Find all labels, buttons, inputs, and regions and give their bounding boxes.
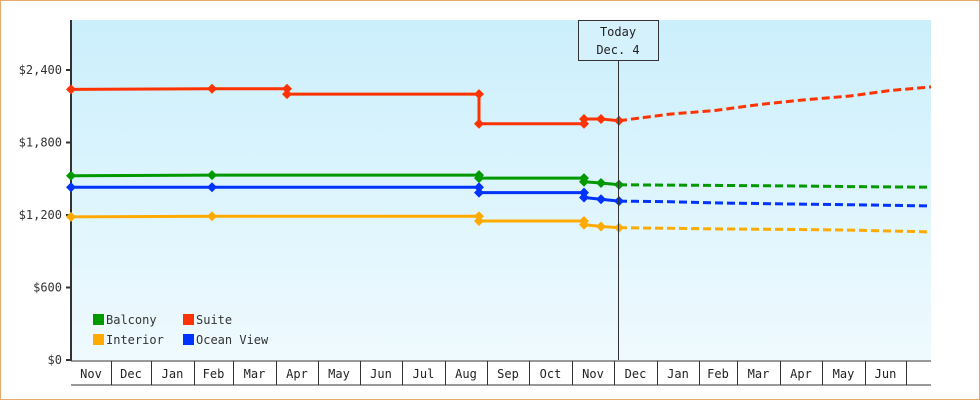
legend-label: Interior (106, 333, 164, 347)
legend-label: Suite (196, 313, 232, 327)
data-point-marker[interactable] (579, 113, 589, 124)
data-point-marker[interactable] (282, 83, 292, 94)
x-axis: Nov Dec Jan Feb Mar Apr May Jun Jul Aug Sep Oct Nov D… (71, 360, 931, 386)
data-point-marker[interactable] (596, 177, 606, 188)
x-month-label: Mar (748, 367, 770, 381)
data-point-marker[interactable] (66, 211, 76, 222)
today-marker: Today Dec. 4 (578, 20, 659, 360)
legend-swatch (93, 334, 104, 345)
legend: Balcony Suite Interior Ocean View (93, 313, 269, 347)
data-point-marker[interactable] (579, 176, 589, 187)
legend-label: Ocean View (196, 333, 269, 347)
legend-item-balcony[interactable]: Balcony (93, 313, 157, 327)
data-point-marker[interactable] (66, 182, 76, 193)
x-month-label: Nov (582, 367, 604, 381)
x-month-label: Sep (497, 367, 519, 381)
data-point-marker[interactable] (596, 113, 606, 124)
y-tick-label: $1,200 (19, 208, 62, 222)
x-month-label: Feb (707, 367, 729, 381)
plot-area (71, 20, 931, 360)
x-month-label: Oct (540, 367, 562, 381)
legend-swatch (93, 314, 104, 325)
data-point-marker[interactable] (579, 192, 589, 203)
data-point-marker[interactable] (207, 170, 217, 181)
x-month-label: Apr (790, 367, 812, 381)
y-tick-label: $0 (48, 353, 62, 367)
legend-item-ocean-view[interactable]: Ocean View (183, 333, 269, 347)
series-lines (66, 83, 932, 234)
legend-item-suite[interactable]: Suite (183, 313, 232, 327)
x-month-label: Dec (625, 367, 647, 381)
x-month-label: Feb (203, 367, 225, 381)
data-point-marker[interactable] (474, 89, 484, 100)
x-month-label: Mar (244, 367, 266, 381)
data-point-marker[interactable] (474, 118, 484, 129)
legend-swatch (183, 334, 194, 345)
today-box (578, 20, 659, 61)
x-month-label: May (328, 367, 350, 381)
data-point-marker[interactable] (474, 187, 484, 198)
data-point-marker[interactable] (579, 219, 589, 230)
legend-item-interior[interactable]: Interior (93, 333, 164, 347)
x-month-label: May (833, 367, 855, 381)
data-point-marker[interactable] (207, 211, 217, 222)
today-label: Today (600, 25, 636, 39)
data-point-marker[interactable] (207, 182, 217, 193)
data-point-marker[interactable] (474, 216, 484, 227)
today-date: Dec. 4 (596, 43, 639, 57)
x-month-label: Apr (286, 367, 308, 381)
y-tick-label: $1,800 (19, 136, 62, 150)
legend-label: Balcony (106, 313, 157, 327)
data-point-marker[interactable] (596, 194, 606, 205)
data-point-marker[interactable] (474, 173, 484, 184)
y-tick-label: $2,400 (19, 63, 62, 77)
series-interior (66, 211, 932, 234)
series-ocean-view (66, 182, 932, 208)
x-month-label: Nov (80, 367, 102, 381)
x-month-label: Jan (667, 367, 689, 381)
x-month-label: Aug (455, 367, 477, 381)
data-point-marker[interactable] (207, 83, 217, 94)
legend-swatch (183, 314, 194, 325)
data-point-marker[interactable] (474, 182, 484, 193)
data-point-marker[interactable] (66, 84, 76, 95)
x-month-label: Dec (120, 367, 142, 381)
x-month-label: Jun (875, 367, 897, 381)
x-month-label: Jul (413, 367, 435, 381)
data-point-marker[interactable] (66, 170, 76, 181)
y-axis: $0 $600 $1,200 $1,800 $2,400 (19, 20, 72, 367)
x-month-label: Jun (370, 367, 392, 381)
data-point-marker[interactable] (596, 221, 606, 232)
series-balcony (66, 170, 932, 190)
series-suite (66, 83, 932, 129)
data-point-marker[interactable] (282, 89, 292, 100)
y-tick-label: $600 (33, 281, 62, 295)
x-month-label: Jan (162, 367, 184, 381)
